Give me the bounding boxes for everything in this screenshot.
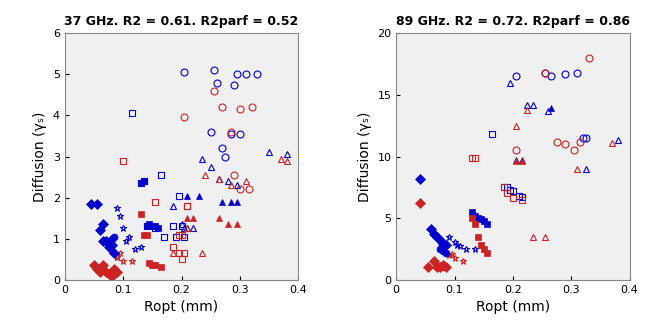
Y-axis label: Diffusion (γₛ): Diffusion (γₛ)	[33, 111, 47, 202]
Title: 37 GHz. R2 = 0.61. R2parf = 0.52: 37 GHz. R2 = 0.61. R2parf = 0.52	[64, 15, 299, 28]
X-axis label: Ropt (mm): Ropt (mm)	[476, 300, 550, 314]
X-axis label: Ropt (mm): Ropt (mm)	[145, 300, 219, 314]
Y-axis label: Diffusion (γₛ): Diffusion (γₛ)	[358, 111, 372, 202]
Title: 89 GHz. R2 = 0.72. R2parf = 0.86: 89 GHz. R2 = 0.72. R2parf = 0.86	[396, 15, 630, 28]
